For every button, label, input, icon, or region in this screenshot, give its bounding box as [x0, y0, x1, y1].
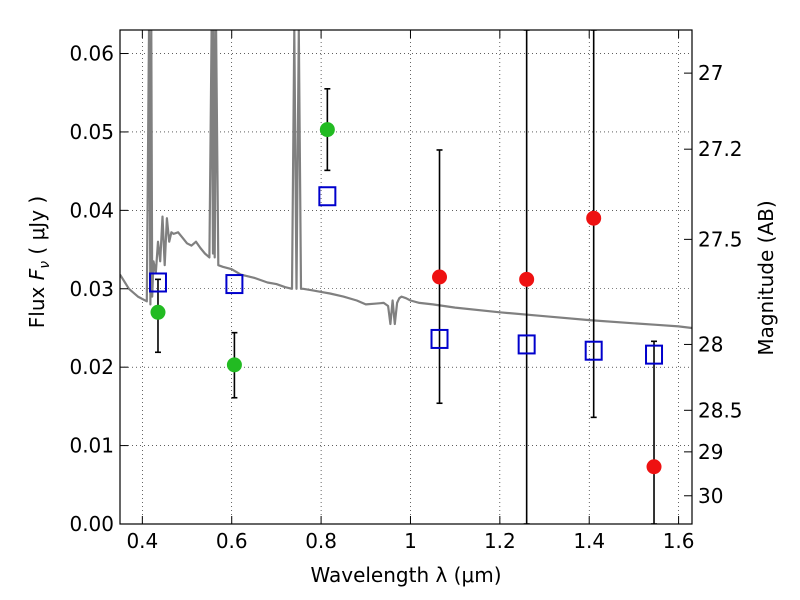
y-axis-label-subscript: ν [37, 261, 53, 269]
y-tick-label: 0.01 [69, 434, 114, 458]
y-tick-label: 0.02 [69, 355, 114, 379]
y-axis-ticks: 0.00 0.01 0.02 0.03 0.04 0.05 0.06 [69, 42, 128, 536]
data-point-circle [150, 304, 166, 320]
y2-axis-label: Magnitude (AB) [754, 200, 778, 355]
y-axis-label-prefix: Flux [25, 280, 49, 328]
grid [120, 30, 692, 525]
x-tick-label: 1 [404, 529, 417, 553]
y2-tick-label: 27 [698, 61, 723, 85]
data-point-circle [432, 269, 448, 285]
data-point-square [430, 328, 449, 349]
x-tick-label: 1.2 [484, 529, 516, 553]
data-point-square [645, 344, 664, 365]
model-sed-line [120, 30, 692, 330]
y2-tick-label: 27.2 [698, 137, 743, 161]
x-tick-label: 0.4 [126, 529, 158, 553]
data-point-circle [519, 271, 535, 287]
y-tick-label: 0.05 [69, 120, 114, 144]
x-tick-label: 0.8 [305, 529, 337, 553]
x-axis-ticks: 0.4 0.6 0.8 1 1.2 1.4 1.6 [126, 30, 695, 553]
data-point-square [148, 272, 167, 293]
data-point-square [517, 334, 536, 355]
y-axis-label-symbol: F [25, 268, 49, 280]
x-tick-label: 1.4 [573, 529, 605, 553]
y2-tick-label: 27.5 [698, 227, 743, 251]
y2-tick-label: 30 [698, 484, 723, 508]
y-axis-label: Flux Fν ( μJy ) [25, 196, 53, 328]
y2-tick-label: 28.5 [698, 398, 743, 422]
data-point-circle [319, 122, 335, 138]
data-point-circle [646, 459, 662, 475]
data-point-square [318, 186, 337, 207]
x-axis-label: Wavelength λ (μm) [310, 563, 501, 587]
data-point-square [584, 340, 603, 361]
data-point-circle [226, 357, 242, 373]
y2-tick-label: 28 [698, 332, 723, 356]
data-point-circle [586, 210, 602, 226]
x-tick-label: 0.6 [216, 529, 248, 553]
y-tick-label: 0.03 [69, 277, 114, 301]
y2-tick-label: 29 [698, 440, 723, 464]
y-tick-label: 0.00 [69, 512, 114, 536]
y-axis-label-suffix: ( μJy ) [25, 196, 49, 261]
y-tick-label: 0.06 [69, 42, 114, 66]
y2-axis-ticks: 27 27.2 27.5 28 28.5 29 30 [684, 61, 743, 508]
x-tick-label: 1.6 [663, 529, 695, 553]
y-tick-label: 0.04 [69, 198, 114, 222]
plot-frame [119, 29, 693, 525]
data-point-square [225, 274, 244, 295]
